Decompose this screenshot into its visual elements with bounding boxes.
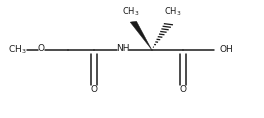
Text: O: O [38, 44, 45, 53]
Text: OH: OH [220, 45, 234, 54]
Text: NH: NH [116, 44, 130, 53]
Text: O: O [180, 85, 187, 94]
Polygon shape [130, 21, 152, 50]
Text: CH$_3$: CH$_3$ [164, 6, 181, 18]
Text: O: O [91, 85, 97, 94]
Text: CH$_3$: CH$_3$ [8, 43, 27, 56]
Text: CH$_3$: CH$_3$ [122, 6, 139, 18]
